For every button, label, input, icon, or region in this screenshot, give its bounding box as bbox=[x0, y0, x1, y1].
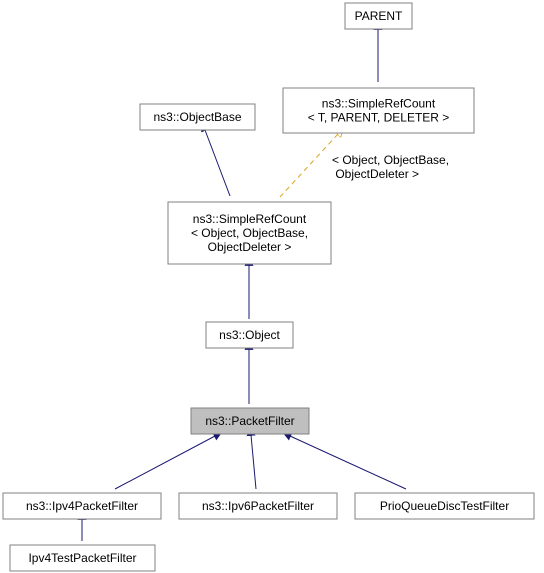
class-node-object[interactable]: ns3::Object bbox=[206, 322, 293, 348]
class-label: ns3::ObjectBase bbox=[153, 110, 241, 124]
class-node-ipv4test[interactable]: Ipv4TestPacketFilter bbox=[10, 545, 155, 571]
class-label: ns3::PacketFilter bbox=[205, 414, 294, 428]
class-node-ipv4pf[interactable]: ns3::Ipv4PacketFilter bbox=[3, 493, 161, 519]
class-node-src_tp[interactable]: ns3::SimpleRefCount< T, PARENT, DELETER … bbox=[283, 88, 474, 133]
class-node-parent[interactable]: PARENT bbox=[345, 3, 412, 29]
edge bbox=[280, 134, 338, 197]
edge bbox=[205, 130, 230, 196]
class-label: Ipv4TestPacketFilter bbox=[28, 551, 136, 565]
edge bbox=[115, 436, 215, 489]
class-node-objectbase[interactable]: ns3::ObjectBase bbox=[140, 104, 255, 130]
class-label: PrioQueueDiscTestFilter bbox=[380, 499, 509, 513]
class-node-packetfilter[interactable]: ns3::PacketFilter bbox=[191, 408, 309, 434]
class-node-src_obj[interactable]: ns3::SimpleRefCount< Object, ObjectBase,… bbox=[168, 202, 331, 264]
class-label: PARENT bbox=[355, 9, 403, 23]
class-node-ipv6pf[interactable]: ns3::Ipv6PacketFilter bbox=[179, 493, 337, 519]
edge bbox=[251, 435, 256, 489]
edge-label: < Object, ObjectBase, ObjectDeleter > bbox=[332, 153, 449, 181]
edge bbox=[290, 436, 406, 489]
class-label: ns3::SimpleRefCount< T, PARENT, DELETER … bbox=[308, 97, 450, 125]
class-label: ns3::Object bbox=[219, 328, 280, 342]
class-label: ns3::SimpleRefCount< Object, ObjectBase,… bbox=[191, 212, 308, 254]
class-label: ns3::Ipv6PacketFilter bbox=[202, 499, 314, 513]
class-node-prio[interactable]: PrioQueueDiscTestFilter bbox=[355, 493, 534, 519]
class-label: ns3::Ipv4PacketFilter bbox=[26, 499, 138, 513]
inheritance-diagram: < Object, ObjectBase, ObjectDeleter > PAR… bbox=[0, 0, 544, 573]
